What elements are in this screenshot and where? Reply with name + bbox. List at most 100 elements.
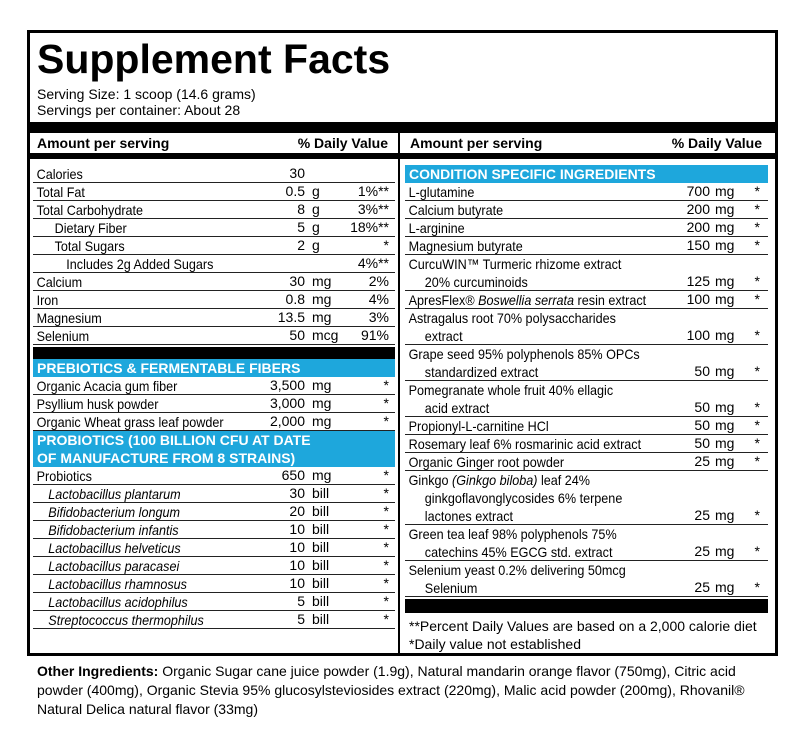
- row-line: catechins 45% EGCG std. extract: [405, 543, 732, 561]
- row-line: Selenium yeast 0.2% delivering 50mcg: [405, 561, 732, 579]
- fact-row: Dietary Fiber 5 g 18%**: [33, 219, 395, 237]
- row-line: Calories: [33, 165, 359, 183]
- row-unit: mcg: [312, 327, 339, 343]
- row-unit: g: [312, 201, 320, 217]
- fact-row: Streptococcus thermophilus 5 bill *: [33, 611, 395, 629]
- row-amount: 3,000: [269, 395, 305, 411]
- row-name: Bifidobacterium longum: [48, 504, 180, 520]
- row-name: Magnesium: [36, 310, 102, 326]
- row-amount: 20: [289, 503, 305, 519]
- row-name: Organic Ginger root powder: [408, 454, 565, 470]
- row-name: catechins 45% EGCG std. extract: [424, 544, 613, 560]
- row-unit: bill: [312, 575, 330, 591]
- row-dv: 4%**: [357, 255, 389, 271]
- row-name: Psyllium husk powder: [36, 396, 159, 412]
- row-name: Includes 2g Added Sugars: [66, 256, 214, 272]
- fact-row: Green tea leaf 98% polyphenols 75% catech…: [405, 525, 768, 561]
- row-amount: 2,000: [269, 413, 305, 429]
- heavy-bar: [405, 599, 768, 613]
- row-line: Pomegranate whole fruit 40% ellagic: [405, 381, 732, 399]
- row-dv: *: [754, 237, 760, 253]
- row-line: ginkgoflavonglycosides 6% terpene: [405, 489, 732, 507]
- row-unit: mg: [715, 327, 735, 343]
- row-line: Magnesium: [33, 309, 359, 327]
- row-amount: 25: [694, 579, 710, 595]
- fact-row: Iron 0.8 mg 4%: [33, 291, 395, 309]
- row-name: Rosemary leaf 6% rosmarinic acid extract: [408, 436, 642, 452]
- row-name: Astragalus root 70% polysaccharides: [408, 310, 616, 326]
- section-title: CONDITION SPECIFIC INGREDIENTS: [405, 165, 768, 183]
- row-amount: 2: [297, 237, 305, 253]
- row-amount: 700: [686, 183, 710, 199]
- row-dv: 2%: [368, 273, 389, 289]
- row-line: Lactobacillus acidophilus: [33, 593, 359, 611]
- fact-row: Grape seed 95% polyphenols 85% OPCs stand…: [405, 345, 768, 381]
- name-part: leaf 24%: [537, 472, 591, 488]
- fact-row: Total Carbohydrate 8 g 3%**: [33, 201, 395, 219]
- row-line: extract: [405, 327, 732, 345]
- footnote: **Percent Daily Values are based on a 2,…: [409, 618, 757, 634]
- row-line: Lactobacillus rhamnosus: [33, 575, 359, 593]
- row-dv: *: [383, 413, 389, 429]
- row-name: Organic Wheat grass leaf powder: [36, 414, 224, 430]
- row-name: Pomegranate whole fruit 40% ellagic: [408, 382, 614, 398]
- row-unit: bill: [312, 503, 330, 519]
- fact-row: Includes 2g Added Sugars 4%**: [33, 255, 395, 273]
- row-unit: g: [312, 219, 320, 235]
- row-dv: *: [383, 521, 389, 537]
- row-amount: 10: [289, 557, 305, 573]
- fact-row: Lactobacillus paracasei 10 bill *: [33, 557, 395, 575]
- row-dv: *: [754, 579, 760, 595]
- row-amount: 125: [686, 273, 710, 289]
- name-part: resin extract: [574, 292, 647, 308]
- header-amount: Amount per serving: [37, 135, 170, 151]
- row-name: standardized extract: [424, 364, 539, 380]
- row-line: Total Sugars: [33, 237, 359, 255]
- row-line: Lactobacillus plantarum: [33, 485, 359, 503]
- row-amount: 50: [289, 327, 305, 343]
- row-dv: *: [754, 201, 760, 217]
- fact-row: Bifidobacterium infantis 10 bill *: [33, 521, 395, 539]
- row-name: extract: [424, 328, 463, 344]
- row-amount: 25: [694, 543, 710, 559]
- row-name: L-arginine: [408, 220, 465, 236]
- other-label: Other Ingredients:: [37, 663, 159, 679]
- column-divider: [398, 133, 400, 653]
- row-amount: 50: [694, 417, 710, 433]
- header-dv: % Daily Value: [671, 135, 762, 151]
- fact-row: Calcium 30 mg 2%: [33, 273, 395, 291]
- header-bar: [30, 153, 775, 159]
- row-name: L-glutamine: [408, 184, 475, 200]
- fact-row: Magnesium 13.5 mg 3%: [33, 309, 395, 327]
- row-unit: g: [312, 237, 320, 253]
- row-amount: 10: [289, 575, 305, 591]
- row-name: Total Carbohydrate: [36, 202, 144, 218]
- row-dv: 4%: [368, 291, 389, 307]
- row-amount: 30: [289, 273, 305, 289]
- row-line: standardized extract: [405, 363, 732, 381]
- row-name: 20% curcuminoids: [424, 274, 528, 290]
- row-name: Calcium: [36, 274, 83, 290]
- row-unit: mg: [312, 291, 332, 307]
- row-name: Lactobacillus acidophilus: [48, 594, 188, 610]
- row-amount: 50: [694, 363, 710, 379]
- heavy-bar: [33, 347, 395, 359]
- row-dv: 91%: [360, 327, 389, 343]
- row-name: Grape seed 95% polyphenols 85% OPCs: [408, 346, 640, 362]
- row-unit: mg: [715, 363, 735, 379]
- row-unit: mg: [715, 543, 735, 559]
- row-line: lactones extract: [405, 507, 732, 525]
- row-dv: *: [383, 467, 389, 483]
- row-amount: 50: [694, 435, 710, 451]
- fact-row: Pomegranate whole fruit 40% ellagic acid …: [405, 381, 768, 417]
- row-line: Grape seed 95% polyphenols 85% OPCs: [405, 345, 732, 363]
- fact-row: Calories 30: [33, 165, 395, 183]
- fact-row: Propionyl-L-carnitine HCl 50 mg *: [405, 417, 768, 435]
- name-part: ApresFlex®: [408, 292, 479, 308]
- row-unit: mg: [715, 291, 735, 307]
- row-unit: mg: [312, 413, 332, 429]
- row-dv: *: [383, 575, 389, 591]
- row-unit: bill: [312, 485, 330, 501]
- row-amount: 3,500: [269, 377, 305, 393]
- section-title: PREBIOTICS & FERMENTABLE FIBERS: [33, 359, 395, 377]
